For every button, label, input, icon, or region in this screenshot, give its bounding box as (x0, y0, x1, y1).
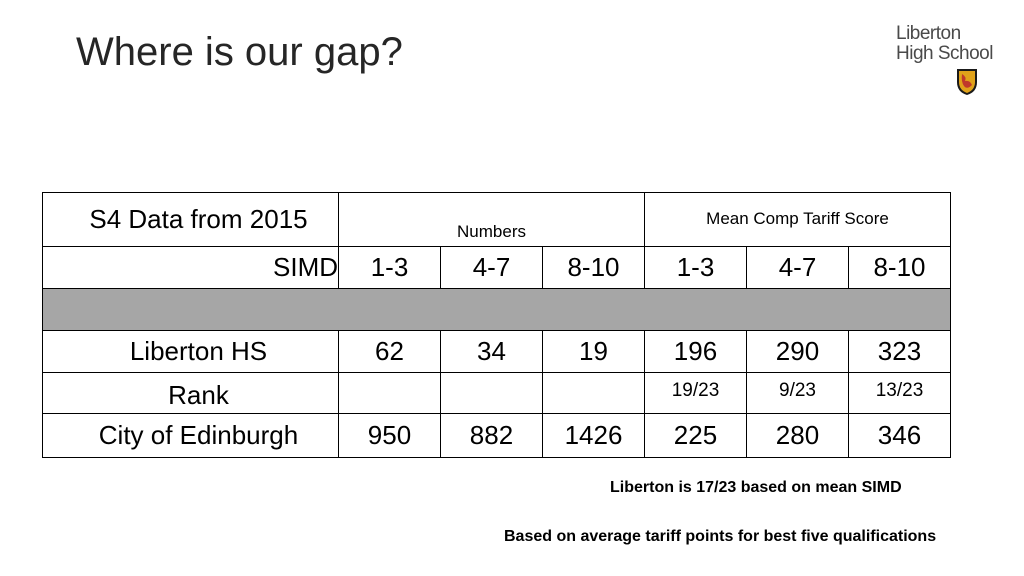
table-cell: 13/23 (848, 372, 951, 414)
table-cell: 323 (848, 330, 951, 373)
s4-data-table: S4 Data from 2015 Numbers Mean Comp Tari… (42, 192, 951, 458)
table-row: Rank 19/23 9/23 13/23 (42, 372, 951, 414)
slide-title: Where is our gap? (76, 30, 403, 74)
table-cell: 62 (338, 330, 441, 373)
crest-icon (957, 69, 977, 95)
table-row: Liberton HS 62 34 19 196 290 323 (42, 330, 951, 373)
logo-line-2: High School (896, 43, 993, 64)
row-label: Rank (42, 372, 339, 414)
table-cell: 1426 (542, 413, 645, 458)
table-cell: 9/23 (746, 372, 849, 414)
table-cell: 346 (848, 413, 951, 458)
simd-band: 1-3 (338, 246, 441, 289)
table-cell: 19 (542, 330, 645, 373)
table-cell: 290 (746, 330, 849, 373)
table-cell: 196 (644, 330, 747, 373)
table-cell (338, 372, 441, 414)
table-cell (440, 372, 543, 414)
simd-band: 8-10 (848, 246, 951, 289)
table-cell: 882 (440, 413, 543, 458)
table-cell: 19/23 (644, 372, 747, 414)
separator-row (42, 288, 951, 331)
table-cell: 950 (338, 413, 441, 458)
group-header-tariff: Mean Comp Tariff Score (644, 192, 951, 247)
table-cell: 225 (644, 413, 747, 458)
row-label: Liberton HS (42, 330, 339, 373)
simd-band: 8-10 (542, 246, 645, 289)
simd-band: 4-7 (440, 246, 543, 289)
footnote-tariff-basis: Based on average tariff points for best … (504, 528, 937, 545)
table-row: City of Edinburgh 950 882 1426 225 280 3… (42, 413, 951, 458)
simd-band: 1-3 (644, 246, 747, 289)
table-header-label: S4 Data from 2015 (42, 192, 339, 247)
table-cell (542, 372, 645, 414)
simd-row: SIMD 1-3 4-7 8-10 1-3 4-7 8-10 (42, 246, 951, 289)
logo-line-1: Liberton (896, 23, 961, 44)
footnote-mean-simd: Liberton is 17/23 based on mean SIMD (610, 479, 902, 496)
table-header-row: S4 Data from 2015 Numbers Mean Comp Tari… (42, 192, 951, 247)
table-cell: 280 (746, 413, 849, 458)
separator-cell (42, 288, 951, 331)
school-logo: Liberton High School (896, 24, 1014, 101)
group-header-numbers: Numbers (338, 192, 645, 247)
row-label: City of Edinburgh (42, 413, 339, 458)
simd-label: SIMD (42, 246, 339, 289)
simd-band: 4-7 (746, 246, 849, 289)
table-cell: 34 (440, 330, 543, 373)
